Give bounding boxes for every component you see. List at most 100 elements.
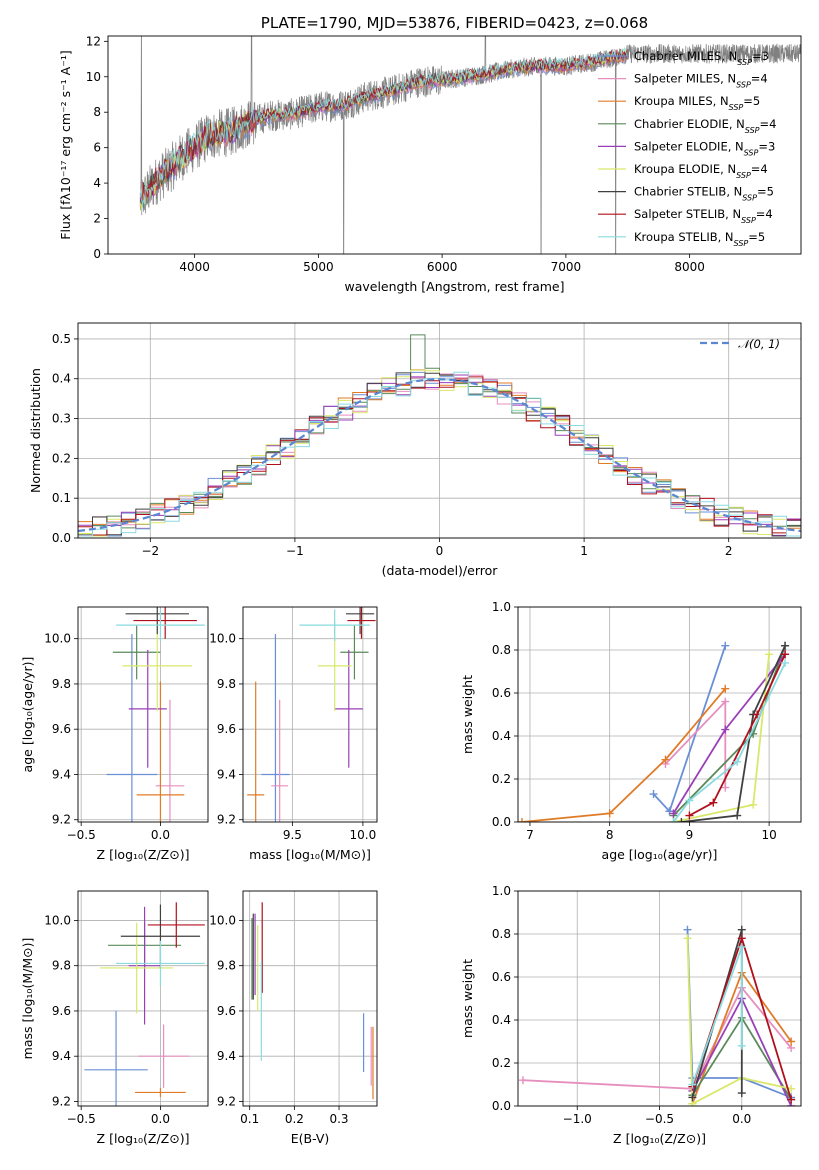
x-tick-label: 0.1 xyxy=(240,1112,259,1126)
x-tick-label: −0.5 xyxy=(67,828,96,842)
x-tick-label: 0.3 xyxy=(329,1112,348,1126)
x-tick-label: 8 xyxy=(606,828,614,842)
mass-weight-marker xyxy=(649,790,658,799)
residual-panel: −2 −1 0 1 2 0.0 0.1 0.2 0.3 0.4 0.5 (data-model)/er… xyxy=(28,322,802,578)
mass-weight-marker xyxy=(737,942,746,951)
mass-weight-marker xyxy=(688,1080,697,1089)
x-axis-label: E(B-V) xyxy=(291,1131,330,1146)
y-tick-label: 9.8 xyxy=(52,677,71,691)
y-tick-label: 9.8 xyxy=(52,959,71,973)
legend-entry-sub: SSP xyxy=(737,58,752,67)
mass-weight-marker xyxy=(518,818,526,822)
mass-age-panel: 9.5 10.0 9.2 9.4 9.6 9.8 10.0 mass [log₁₀(M/M⊙)… xyxy=(209,606,378,862)
axes-frame xyxy=(77,606,209,823)
x-tick-label: 6000 xyxy=(427,260,458,274)
mass-weight-line xyxy=(688,653,786,817)
mass-weight-marker xyxy=(781,641,790,650)
legend-entry-sub: SSP xyxy=(736,171,751,180)
mass-weight-marker xyxy=(709,798,718,807)
y-tick-label: 0.5 xyxy=(52,332,71,346)
x-axis-label: wavelength [Angstrom, rest frame] xyxy=(344,279,564,294)
y-tick-label: 10.0 xyxy=(44,913,71,927)
x-axis-label: Z [log₁₀(Z/Z⊙)] xyxy=(97,1131,190,1146)
x-tick-label: −1.0 xyxy=(563,1112,592,1126)
y-tick-label: 6 xyxy=(93,141,101,155)
y-tick-label: 0.2 xyxy=(52,451,71,465)
legend-entry: Salpeter STELIB, NSSP=4 xyxy=(634,207,773,225)
legend-entry-sub: SSP xyxy=(745,125,760,134)
x-tick-label: 0.2 xyxy=(285,1112,304,1126)
mass-weight-marker xyxy=(688,1093,697,1102)
y-tick-label: 0.6 xyxy=(492,686,511,700)
x-tick-label: 0.0 xyxy=(151,828,170,842)
mass-weight-marker xyxy=(683,934,692,943)
age-weight-plot-area xyxy=(518,641,790,822)
legend-entry: Chabrier ELODIE, NSSP=4 xyxy=(634,117,776,135)
legend-entry-main: Salpeter STELIB, N xyxy=(634,207,741,221)
y-tick-label: 9.4 xyxy=(52,1049,71,1063)
legend-entry-tail: =4 xyxy=(760,117,777,131)
legend-entry-tail: =4 xyxy=(751,162,768,176)
x-tick-label: 7 xyxy=(526,828,534,842)
y-tick-label: 1.0 xyxy=(492,884,511,898)
y-tick-label: 0.4 xyxy=(492,1013,511,1027)
y-tick-label: 9.2 xyxy=(52,813,71,827)
y-tick-label: 9.8 xyxy=(217,677,236,691)
y-tick-label: 0.0 xyxy=(492,1099,511,1113)
y-tick-label: 9.6 xyxy=(217,722,236,736)
z-mass-panel: −0.5 0.0 9.2 9.4 9.6 9.8 10.0 Z [log₁₀(Z/Z⊙)] ma… xyxy=(20,890,209,1146)
y-tick-label: 2 xyxy=(93,212,101,226)
legend-entry: Kroupa MILES, NSSP=5 xyxy=(634,94,760,112)
legend-entry-sub: SSP xyxy=(734,238,749,247)
x-tick-label: 0.0 xyxy=(151,1112,170,1126)
mass-weight-marker xyxy=(685,811,694,820)
x-tick-label: 7000 xyxy=(551,260,582,274)
z-mass-plot-area xyxy=(84,902,205,1106)
x-tick-label: 2 xyxy=(725,544,733,558)
mass-weight-marker xyxy=(749,800,758,809)
legend-entry-sub: SSP xyxy=(742,193,757,202)
z-weight-panel: −1.0 −0.5 0.0 0.0 0.2 0.4 0.6 0.8 1.0 Z [log₁₀(Z/… xyxy=(460,884,802,1146)
x-tick-label: 8000 xyxy=(674,260,705,274)
y-tick-label: 0.0 xyxy=(52,531,71,545)
x-axis-label: (data-model)/error xyxy=(382,563,499,578)
mass-weight-marker xyxy=(721,684,730,693)
legend-entry-tail: =3 xyxy=(752,49,769,63)
x-tick-label: 4000 xyxy=(179,260,210,274)
axes-frame xyxy=(107,35,802,255)
y-axis-label: age [log₁₀(age/yr)] xyxy=(20,657,35,773)
y-tick-label: 0.4 xyxy=(52,372,71,386)
legend-entry-main: Salpeter MILES, N xyxy=(634,72,736,86)
legend-entry-sub: SSP xyxy=(744,148,759,157)
mass-weight-line xyxy=(686,938,792,1106)
mass-age-plot-area xyxy=(247,607,376,822)
y-axis-label: Flux [fλ10⁻¹⁷ erg cm⁻² s⁻¹ A⁻¹] xyxy=(58,50,73,239)
x-tick-label: 10 xyxy=(761,828,776,842)
legend-entry: Chabrier STELIB, NSSP=5 xyxy=(634,185,774,203)
legend-entry-main: Chabrier MILES, N xyxy=(634,49,737,63)
mass-weight-marker xyxy=(669,818,678,822)
mass-weight-line xyxy=(521,688,726,822)
z-age-plot-area xyxy=(106,607,205,822)
y-tick-label: 10.0 xyxy=(44,632,71,646)
x-axis-label: mass [log₁₀(M/M⊙)] xyxy=(249,847,371,862)
y-tick-label: 0.1 xyxy=(52,491,71,505)
y-tick-label: 0.8 xyxy=(492,643,511,657)
spectrum-plot-area xyxy=(139,36,801,254)
y-tick-label: 0 xyxy=(93,247,101,261)
y-tick-label: 9.6 xyxy=(52,722,71,736)
residual-plot-area xyxy=(78,334,801,537)
legend-entry-tail: =5 xyxy=(743,94,760,108)
legend-entry: Chabrier MILES, NSSP=3 xyxy=(634,49,769,67)
legend-entry-main: Kroupa ELODIE, N xyxy=(634,162,736,176)
model-spectrum-line xyxy=(139,46,628,205)
mass-weight-line xyxy=(681,645,786,822)
x-tick-label: 0.0 xyxy=(732,1112,751,1126)
y-tick-label: 0.3 xyxy=(52,412,71,426)
mass-weight-marker xyxy=(685,796,694,805)
mass-weight-marker xyxy=(661,755,670,764)
axes-frame xyxy=(242,890,378,1107)
z-weight-plot-area xyxy=(518,925,796,1106)
y-tick-label: 9.2 xyxy=(217,1094,236,1108)
